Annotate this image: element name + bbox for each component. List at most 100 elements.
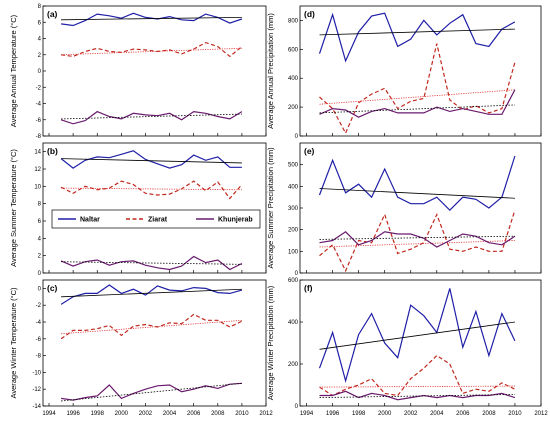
legend-label-khunjerab: Khunjerab <box>218 217 253 224</box>
legend-box <box>51 209 261 229</box>
y-axis-label: Average Winter Temperature (°C) <box>9 287 18 399</box>
series-line-ziarat <box>319 210 516 273</box>
x-tick-label: 2008 <box>482 411 496 417</box>
y-tick-label: 200 <box>288 362 299 368</box>
trend-line-naltar <box>61 158 242 164</box>
trend-line-khunjerab <box>61 261 242 265</box>
x-tick-label: 2006 <box>187 411 201 417</box>
y-tick-label: -14 <box>32 404 41 410</box>
x-tick-label: 2000 <box>115 411 129 417</box>
y-tick-label: 600 <box>288 47 299 53</box>
series-line-ziarat <box>319 43 516 135</box>
series-line-khunjerab <box>319 89 516 118</box>
y-tick-label: 4 <box>38 37 42 43</box>
legend-label-naltar: Naltar <box>80 217 100 224</box>
series-line-ziarat <box>319 354 516 397</box>
y-tick-label: 800 <box>288 18 299 24</box>
series-line-naltar <box>318 155 516 212</box>
y-tick-label: 600 <box>288 278 299 284</box>
x-tick-label: 1994 <box>42 411 56 417</box>
trend-line-khunjerab <box>319 394 515 398</box>
y-tick-label: -2 <box>36 85 42 91</box>
y-axis-label: Average Summer Temperature (°C) <box>9 149 18 267</box>
panel-a: -8 -6 -4 -2 0 2 4 6 8 Average Annual Temperature … <box>9 4 267 140</box>
x-tick-label: 1998 <box>352 411 366 417</box>
series-line-khunjerab <box>319 390 516 401</box>
y-tick-label: 400 <box>288 184 299 190</box>
y-axis-label: Average Annual Temperature (°C) <box>9 14 18 127</box>
y-tick-label: 8 <box>38 202 42 208</box>
series-line-ziarat <box>60 313 243 340</box>
x-tick-label: 1998 <box>91 411 105 417</box>
panel-label: (b) <box>47 146 58 156</box>
series-line-khunjerab <box>60 255 243 271</box>
plot-frame <box>42 279 267 407</box>
x-tick-label: 2002 <box>404 411 418 417</box>
y-axis-label: Average Winter Precipitation (mm) <box>266 285 275 400</box>
trend-line-khunjerab <box>61 113 242 120</box>
series-line-ziarat <box>61 41 243 58</box>
y-tick-label: 2 <box>38 254 42 260</box>
x-tick-label: 2010 <box>508 411 522 417</box>
y-axis-label: Average Summer Precipitation (mm) <box>266 147 275 269</box>
y-tick-label: 10 <box>34 184 41 190</box>
panel-label: (c) <box>47 283 58 293</box>
x-tick-label: 2010 <box>235 411 249 417</box>
x-tick-label: 1996 <box>66 411 80 417</box>
y-tick-label: 0 <box>38 271 42 277</box>
x-tick-label: 2000 <box>378 411 392 417</box>
series-line-khunjerab <box>60 110 243 125</box>
y-tick-label: 6 <box>38 20 42 26</box>
panel-label: (d) <box>304 9 315 19</box>
y-tick-label: 400 <box>288 320 299 326</box>
y-tick-label: 2 <box>38 53 42 59</box>
trend-line-ziarat <box>61 47 242 56</box>
trend-line-ziarat <box>61 319 242 335</box>
trend-line-naltar <box>61 16 242 21</box>
y-tick-label: 0 <box>295 271 299 277</box>
y-tick-label: 0 <box>38 69 42 75</box>
y-tick-label: 4 <box>38 236 42 242</box>
series-line-naltar <box>318 12 516 63</box>
y-tick-label: 300 <box>288 206 299 212</box>
y-tick-label: -6 <box>36 118 42 124</box>
panel-label: (e) <box>304 146 315 156</box>
trend-line-naltar <box>319 188 515 199</box>
plot-frame <box>299 5 542 137</box>
trend-line-naltar <box>319 28 515 36</box>
y-tick-label: -4 <box>36 320 42 326</box>
y-tick-label: 400 <box>288 76 299 82</box>
panel-c: -14 -12 -10 -8 -6 -4 -2 0 1994 1996 1998 2000 2002 20… <box>9 279 273 417</box>
x-tick-label: 2008 <box>211 411 225 417</box>
x-tick-label: 2004 <box>163 411 177 417</box>
trend-line-khunjerab <box>319 104 515 114</box>
plot-frame <box>42 142 267 274</box>
panel-label: (a) <box>47 9 58 19</box>
y-tick-label: -8 <box>36 354 42 360</box>
x-tick-label: 2004 <box>430 411 444 417</box>
trend-line-khunjerab <box>319 235 515 240</box>
panel-b: 0 2 4 6 8 10 12 14 Average Summer Temperature (°… <box>9 142 267 277</box>
series-line-naltar <box>60 150 242 169</box>
y-tick-label: -10 <box>32 370 41 376</box>
trend-line-naltar <box>319 321 516 350</box>
y-tick-label: -2 <box>36 303 42 309</box>
y-tick-label: 14 <box>34 150 41 156</box>
x-tick-label: 2006 <box>456 411 470 417</box>
legend: Naltar Ziarat Khunjerab <box>51 209 261 229</box>
y-tick-label: 12 <box>34 167 41 173</box>
y-tick-label: -6 <box>36 337 42 343</box>
panel-f: 0 200 400 600 1994 1996 1998 2000 2002 2004 2006 20… <box>266 278 548 417</box>
plot-frame <box>299 279 542 407</box>
trend-line-khunjerab <box>61 382 242 402</box>
y-tick-label: 100 <box>288 249 299 255</box>
series-line-khunjerab <box>319 231 516 248</box>
trend-line-naltar <box>61 288 242 298</box>
legend-label-ziarat: Ziarat <box>148 217 168 224</box>
trend-line-ziarat <box>319 385 515 388</box>
series-line-naltar <box>318 288 516 384</box>
y-tick-label: 200 <box>288 228 299 234</box>
series-line-naltar <box>60 284 243 305</box>
x-tick-label: 1996 <box>326 411 340 417</box>
